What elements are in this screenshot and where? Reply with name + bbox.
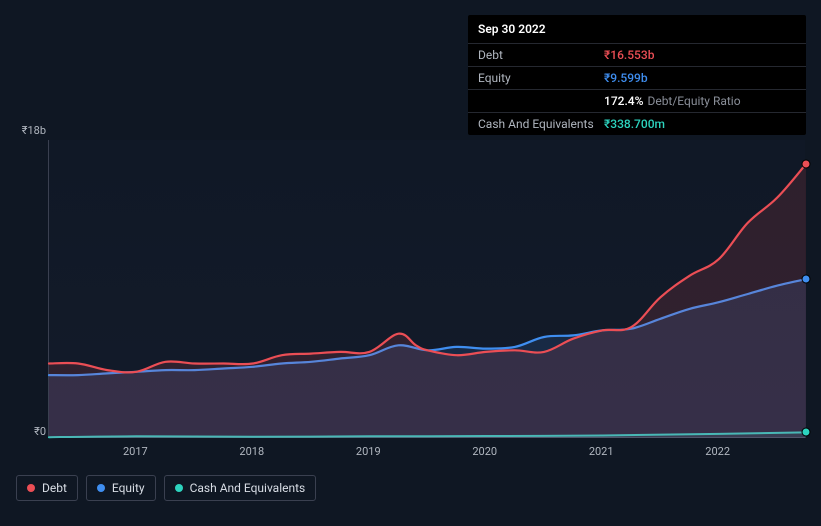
legend-item-debt[interactable]: Debt [16, 475, 78, 501]
y-axis-label-top: ₹18b [16, 124, 46, 137]
tooltip-value: ₹16.553b [604, 48, 654, 62]
legend-label: Debt [42, 481, 67, 495]
legend-dot-icon [175, 484, 183, 492]
y-axis-label-bottom: ₹0 [16, 425, 46, 438]
debt-equity-chart: ₹18b ₹0 2017 2018 2019 2020 2021 2022 Debt Equ… [16, 120, 805, 515]
chart-legend: Debt Equity Cash And Equivalents [16, 475, 316, 501]
tooltip-value: 172.4% [604, 94, 643, 108]
series-endpoint-debt [802, 160, 811, 169]
legend-dot-icon [97, 484, 105, 492]
chart-plot-area[interactable] [48, 140, 805, 438]
tooltip-value: ₹338.700m [604, 117, 665, 131]
x-tick: 2018 [239, 445, 264, 458]
x-tick: 2020 [472, 445, 497, 458]
legend-label: Cash And Equivalents [190, 481, 306, 495]
tooltip-label: Debt [478, 48, 604, 62]
x-tick: 2017 [123, 445, 148, 458]
legend-dot-icon [27, 484, 35, 492]
series-endpoint-equity [802, 275, 811, 284]
x-tick: 2019 [356, 445, 381, 458]
x-tick: 2022 [705, 445, 730, 458]
legend-item-cash-and-equivalents[interactable]: Cash And Equivalents [164, 475, 317, 501]
chart-lines [49, 140, 806, 438]
legend-label: Equity [112, 481, 145, 495]
tooltip-suffix: Debt/Equity Ratio [647, 94, 740, 108]
x-tick: 2021 [589, 445, 614, 458]
tooltip-row: Cash And Equivalents₹338.700m [468, 112, 806, 135]
tooltip-row: Debt₹16.553b [468, 43, 806, 66]
x-axis: 2017 2018 2019 2020 2021 2022 [48, 445, 805, 465]
tooltip-row: Equity₹9.599b [468, 66, 806, 89]
tooltip-date: Sep 30 2022 [468, 15, 806, 43]
tooltip-row: 172.4% Debt/Equity Ratio [468, 89, 806, 112]
series-endpoint-cash-and-equivalents [802, 428, 811, 437]
tooltip-label [478, 94, 604, 108]
tooltip-label: Equity [478, 71, 604, 85]
chart-tooltip: Sep 30 2022 Debt₹16.553bEquity₹9.599b172… [468, 15, 806, 135]
series-area-debt [49, 164, 806, 438]
tooltip-value: ₹9.599b [604, 71, 648, 85]
legend-item-equity[interactable]: Equity [86, 475, 156, 501]
tooltip-label: Cash And Equivalents [478, 117, 604, 131]
